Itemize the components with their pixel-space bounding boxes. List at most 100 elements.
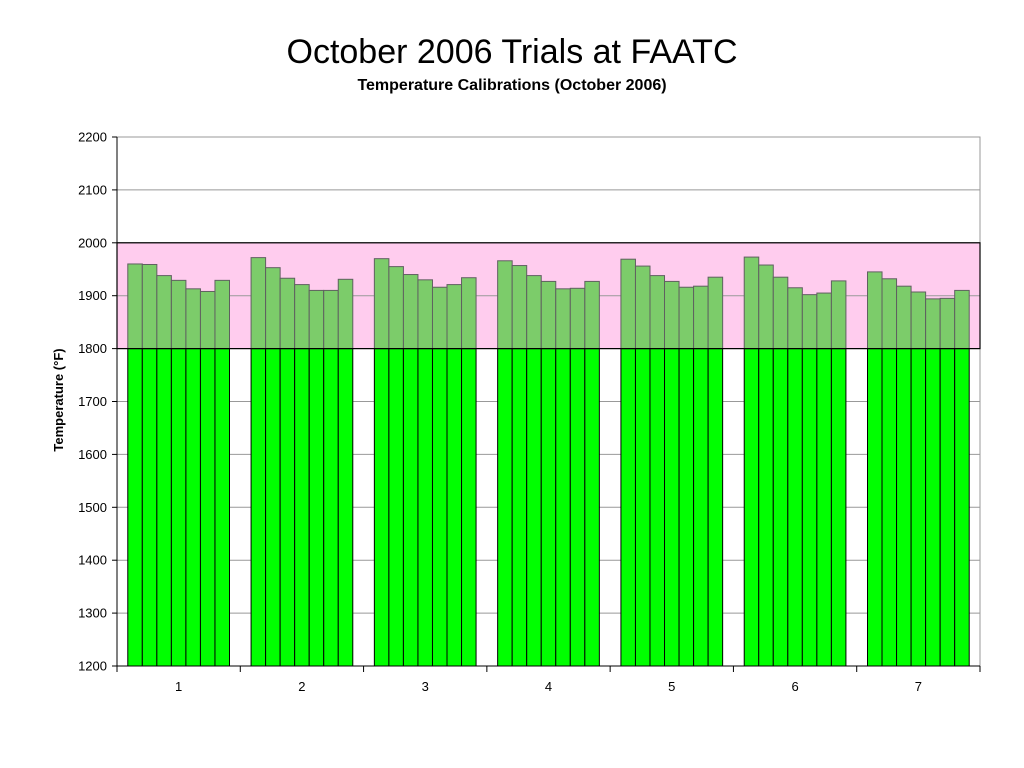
bar-lower — [127, 348, 143, 667]
bar-upper — [214, 279, 230, 350]
bar-lower — [199, 348, 216, 667]
bar-upper — [584, 280, 600, 350]
bar-lower — [830, 348, 847, 667]
bar-upper — [693, 285, 709, 350]
axes — [112, 136, 981, 672]
bar-lower — [141, 348, 158, 667]
bar-lower — [526, 348, 542, 667]
bar-lower — [925, 348, 941, 667]
bar-upper — [323, 289, 339, 350]
bar-upper — [250, 257, 267, 350]
y-tick-label: 1400 — [78, 553, 107, 568]
bar-lower — [634, 348, 651, 667]
bar-lower — [910, 348, 927, 667]
bar-lower — [678, 348, 695, 667]
bar-lower — [279, 348, 296, 667]
bar-upper — [678, 286, 695, 350]
bar-lower — [743, 348, 760, 667]
bar-lower — [265, 348, 281, 667]
bar-upper — [265, 267, 281, 350]
bar-lower — [569, 348, 586, 667]
bar-lower — [402, 348, 419, 667]
bar-lower — [707, 348, 724, 667]
bar-upper — [417, 279, 433, 350]
bar-lower — [867, 348, 883, 667]
bar-upper — [170, 279, 187, 350]
bar-upper — [373, 258, 390, 350]
bar-upper — [294, 284, 310, 350]
bar-upper — [337, 278, 354, 350]
bar-lower — [649, 348, 666, 667]
bar-lower — [555, 348, 571, 667]
bar-upper — [664, 280, 680, 350]
x-tick-label: 7 — [915, 679, 922, 694]
bar-lower — [620, 348, 636, 667]
bar-lower — [772, 348, 789, 667]
bar-upper — [758, 264, 774, 350]
y-tick-label: 1600 — [78, 447, 107, 462]
bar-lower — [170, 348, 187, 667]
bar-lower — [540, 348, 557, 667]
x-tick-label: 5 — [668, 679, 675, 694]
bar-upper — [634, 265, 651, 350]
bar-lower — [323, 348, 339, 667]
bar-upper — [649, 275, 666, 350]
y-tick-label: 1300 — [78, 606, 107, 621]
bar-lower — [939, 348, 956, 667]
bar-lower — [511, 348, 528, 667]
bar-upper — [707, 276, 724, 350]
bar-lower — [758, 348, 774, 667]
bar-lower — [156, 348, 172, 667]
x-tick-label: 3 — [422, 679, 429, 694]
y-axis-title: Temperature (°F) — [51, 348, 66, 451]
bar-lower — [294, 348, 310, 667]
y-tick-label: 1700 — [78, 394, 107, 409]
tick-labels: 1200 1300 1400 1500 1600 1700 1800 1900 2000 2100… — [78, 130, 922, 695]
bar-upper — [896, 285, 912, 350]
bar-lower — [250, 348, 267, 667]
x-tick-label: 1 — [175, 679, 182, 694]
bar-lower — [308, 348, 325, 667]
bar-upper — [141, 263, 158, 350]
chart-title: Temperature Calibrations (October 2006) — [357, 77, 667, 94]
bar-upper — [461, 277, 477, 350]
bar-upper — [308, 289, 325, 350]
y-tick-label: 1900 — [78, 288, 107, 303]
y-tick-label: 1500 — [78, 500, 107, 515]
bar-upper — [156, 275, 172, 350]
bars — [127, 256, 970, 667]
bar-upper — [526, 275, 542, 350]
bar-upper — [402, 274, 419, 350]
bar-upper — [199, 290, 216, 350]
x-tick-label: 2 — [298, 679, 305, 694]
bar-upper — [511, 265, 528, 350]
bar-upper — [388, 266, 404, 350]
bar-upper — [910, 291, 927, 350]
bar-lower — [816, 348, 832, 667]
y-tick-label: 1200 — [78, 659, 107, 674]
x-tick-label: 4 — [545, 679, 552, 694]
bar-lower — [461, 348, 477, 667]
y-tick-label: 1800 — [78, 341, 107, 356]
bar-upper — [185, 288, 201, 350]
bar-lower — [497, 348, 513, 667]
bar-upper — [279, 277, 296, 350]
bar-upper — [555, 288, 571, 350]
bar-lower — [214, 348, 230, 667]
bar-upper — [867, 271, 883, 350]
bar-upper — [569, 287, 586, 350]
bar-upper — [431, 286, 448, 350]
bar-upper — [881, 278, 898, 350]
bar-upper — [787, 287, 803, 350]
bar-upper — [801, 294, 818, 350]
x-tick-label: 6 — [791, 679, 798, 694]
bar-lower — [337, 348, 354, 667]
y-tick-label: 2100 — [78, 182, 107, 197]
bar-lower — [185, 348, 201, 667]
y-tick-label: 2200 — [78, 130, 107, 145]
bar-lower — [954, 348, 970, 667]
bar-lower — [896, 348, 912, 667]
bar-lower — [787, 348, 803, 667]
bar-lower — [881, 348, 898, 667]
